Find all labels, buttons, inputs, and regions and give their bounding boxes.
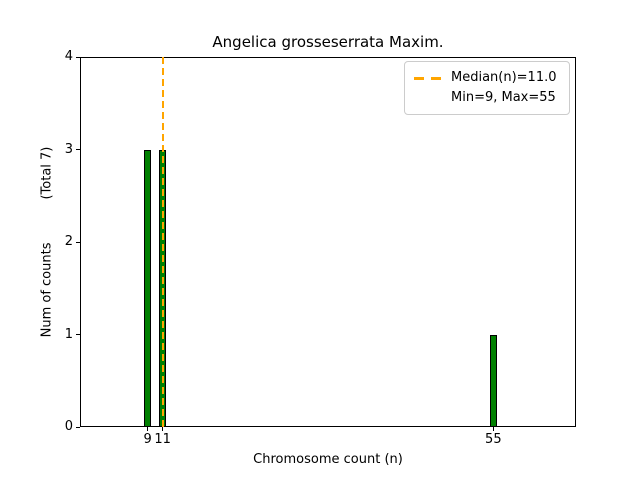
x-tick-label-55: 55 <box>485 432 502 447</box>
y-tick-label-2: 2 <box>64 234 73 249</box>
legend-entry-minmax: Min=9, Max=55 <box>414 88 560 108</box>
legend-label-median: Median(n)=11.0 <box>451 70 557 85</box>
y-axis-label: Num of counts (Total 7) <box>40 147 55 338</box>
y-tick-label-1: 1 <box>64 326 73 342</box>
x-tick-55 <box>492 427 494 431</box>
x-tick-9 <box>147 427 149 431</box>
orange-dashed-line-icon <box>414 76 442 80</box>
y-tick-label-3: 3 <box>64 141 73 157</box>
y-tick-label-4: 4 <box>64 49 73 64</box>
chart-title: Angelica grosseserrata Maxim. <box>212 33 444 51</box>
y-axis-label-suffix: (Total 7) <box>39 146 55 200</box>
legend-handle <box>414 76 444 80</box>
legend-entry-median: Median(n)=11.0 <box>414 68 560 88</box>
x-tick-label-9: 9 <box>143 432 152 447</box>
legend: Median(n)=11.0 Min=9, Max=55 <box>404 61 570 115</box>
y-tick-label-0: 0 <box>64 419 73 434</box>
x-tick-label-11: 11 <box>154 432 171 447</box>
y-axis-label-text: Num of counts <box>39 242 55 338</box>
legend-label-minmax: Min=9, Max=55 <box>451 90 556 105</box>
x-tick-11 <box>162 427 164 431</box>
x-axis-label: Chromosome count (n) <box>253 452 403 467</box>
